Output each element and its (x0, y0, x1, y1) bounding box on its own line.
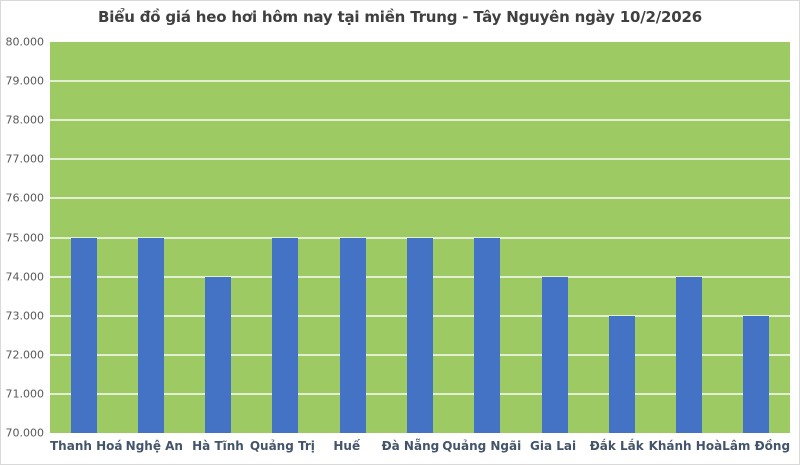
gridline (50, 80, 790, 83)
bar-Gia Lai (541, 276, 568, 433)
bar-Khánh Hoà (676, 276, 703, 433)
bar-Đắk Lắk (608, 315, 635, 433)
bar-Đà Nẵng (407, 237, 433, 433)
y-tick-label: 76.000 (5, 191, 45, 205)
y-tick-label: 79.000 (5, 74, 45, 88)
bar-Huế (339, 237, 366, 433)
y-tick-label: 80.000 (5, 35, 45, 49)
y-tick-label: 73.000 (5, 309, 45, 323)
y-tick-label: 70.000 (5, 426, 45, 440)
y-tick-label: 74.000 (5, 270, 45, 284)
y-tick-label: 78.000 (5, 113, 45, 127)
x-tick-label: Quảng Trị (249, 439, 315, 453)
x-tick-label: Thanh Hoá (50, 439, 123, 453)
bar-Quảng Trị (272, 237, 299, 433)
bar-Hà Tĩnh (205, 276, 232, 433)
x-axis: Thanh Hoá Nghệ An Hà Tĩnh Quảng Trị Huế Đà Nẵ… (50, 439, 790, 453)
x-tick-label: Nghệ An (125, 439, 183, 453)
x-tick-label: Khánh Hoà (648, 439, 723, 453)
x-tick-label: Hà Tĩnh (192, 439, 244, 453)
plot-area (50, 42, 790, 433)
bar-Nghệ An (137, 237, 164, 433)
gridline (50, 197, 790, 200)
x-tick-label: Huế (333, 439, 361, 453)
x-tick-label: Đà Nẵng (381, 439, 440, 453)
x-tick-label: Đắk Lắk (589, 439, 644, 453)
x-tick-label: Gia Lai (530, 439, 577, 453)
y-tick-label: 75.000 (5, 231, 45, 244)
gridline (50, 119, 790, 122)
gridline (50, 158, 790, 161)
chart-title: Biểu đồ giá heo hơi hôm nay tại miền Tru… (98, 8, 702, 26)
bar-Lâm Đồng (743, 315, 770, 433)
bar-Quảng Ngãi (474, 237, 501, 433)
y-axis: 70.000 71.000 72.000 73.000 74.000 75.000 76.0… (1, 37, 45, 439)
x-tick-label: Quảng Ngãi (442, 439, 522, 453)
x-tick-label: Lâm Đồng (722, 439, 791, 453)
y-tick-label: 72.000 (5, 348, 45, 362)
y-tick-label: 71.000 (5, 387, 45, 401)
y-tick-label: 77.000 (5, 152, 45, 166)
bar-Thanh Hoá (70, 237, 97, 433)
